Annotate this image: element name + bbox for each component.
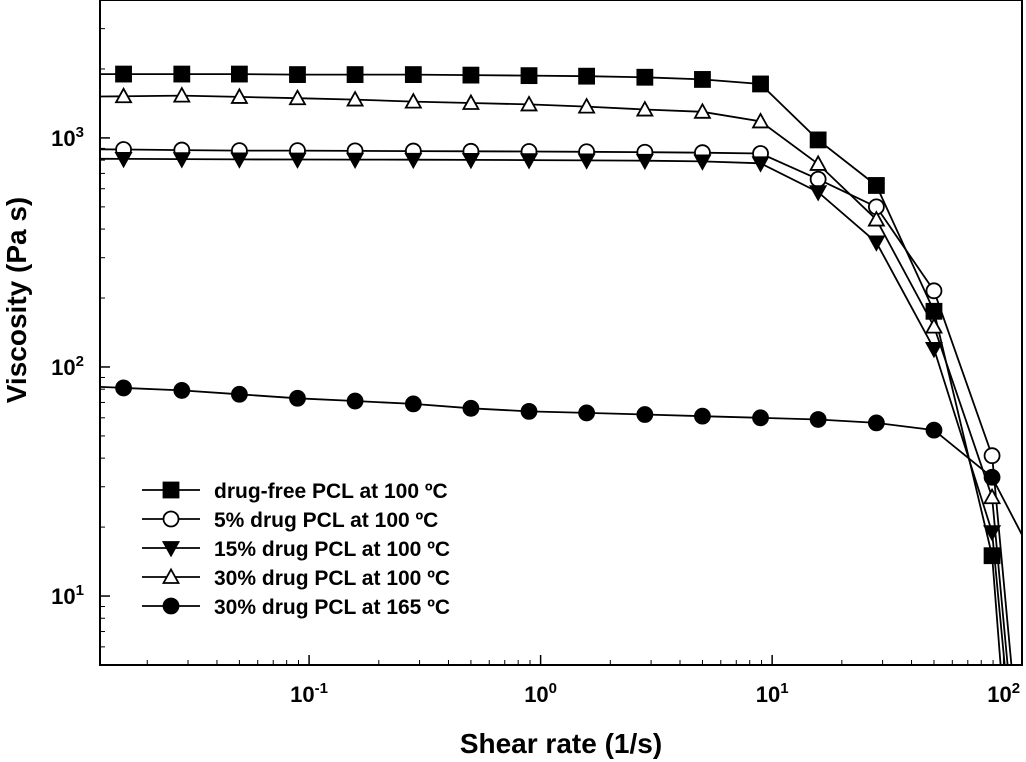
data-point xyxy=(636,68,654,86)
data-point xyxy=(230,65,248,83)
data-point xyxy=(694,71,711,88)
data-point xyxy=(115,379,132,397)
data-point xyxy=(289,66,306,83)
legend-marker xyxy=(161,567,181,584)
data-point xyxy=(983,447,1001,465)
data-point xyxy=(925,302,943,320)
data-point xyxy=(114,151,133,169)
y-tick-label: 102 xyxy=(51,353,84,380)
data-point xyxy=(578,67,596,85)
data-point xyxy=(694,407,711,425)
data-point xyxy=(462,399,480,417)
data-point xyxy=(404,395,422,413)
x-tick-label: 101 xyxy=(756,680,789,707)
data-point xyxy=(577,153,596,170)
data-point xyxy=(809,411,827,428)
data-point xyxy=(115,65,132,83)
data-point xyxy=(809,185,828,202)
data-point xyxy=(867,414,885,432)
data-point xyxy=(636,406,654,423)
data-point xyxy=(289,389,306,407)
data-point xyxy=(230,87,249,104)
data-point xyxy=(288,88,307,106)
y-tick-label: 103 xyxy=(51,124,84,151)
data-point xyxy=(925,282,943,300)
y-axis-label: Viscosity (Pa s) xyxy=(1,197,32,403)
data-point xyxy=(519,153,539,170)
data-point xyxy=(114,86,133,104)
data-point xyxy=(809,154,828,171)
data-point xyxy=(924,341,944,359)
data-point xyxy=(809,170,827,188)
data-point xyxy=(461,152,480,170)
data-point xyxy=(461,93,480,110)
data-point xyxy=(346,90,365,107)
legend-label: 30% drug PCL at 165 ºC xyxy=(214,596,450,619)
plot-frame xyxy=(99,0,1023,666)
axis-ticks: 10-1 100 101 102 101 102 103 xyxy=(51,0,1020,707)
data-point xyxy=(404,66,422,83)
series-markers xyxy=(114,65,1002,565)
data-point xyxy=(288,152,307,169)
data-point xyxy=(983,525,1002,542)
data-point xyxy=(752,409,769,427)
data-point xyxy=(578,404,596,422)
data-point xyxy=(346,392,364,410)
data-point xyxy=(462,66,480,84)
x-axis-label: Shear rate (1/s) xyxy=(460,728,662,759)
series-line xyxy=(100,386,1022,536)
data-point xyxy=(520,402,538,420)
legend-label: 15% drug PCL at 100 ºC xyxy=(214,538,450,561)
series-line xyxy=(100,148,1013,665)
legend-marker xyxy=(162,481,180,499)
legend-label: drug-free PCL at 100 ºC xyxy=(214,480,448,503)
data-point xyxy=(867,210,886,227)
data-point xyxy=(924,317,944,334)
legend-label: 30% drug PCL at 100 ºC xyxy=(214,567,450,590)
y-tick-label: 101 xyxy=(51,582,84,609)
data-point xyxy=(983,547,1001,565)
data-point xyxy=(693,154,712,171)
x-tick-label: 10-1 xyxy=(290,680,328,707)
data-point xyxy=(172,86,191,103)
data-point xyxy=(867,177,885,194)
data-point xyxy=(635,153,654,171)
data-point xyxy=(173,65,191,83)
data-point xyxy=(809,131,827,149)
legend-marker xyxy=(162,510,180,528)
data-point xyxy=(346,152,365,169)
data-point xyxy=(983,487,1002,505)
data-point xyxy=(519,95,539,112)
data-point xyxy=(404,152,423,170)
data-point xyxy=(983,468,1001,486)
x-tick-label: 102 xyxy=(987,680,1020,707)
data-point xyxy=(230,152,249,169)
data-point xyxy=(635,100,654,117)
legend: drug-free PCL at 100 ºC 5% drug PCL at 10… xyxy=(142,480,450,619)
data-point xyxy=(346,66,364,83)
data-point xyxy=(867,235,886,252)
data-point xyxy=(577,97,596,114)
legend-label: 5% drug PCL at 100 ºC xyxy=(214,509,438,532)
legend-marker xyxy=(161,541,181,558)
x-tick-label: 100 xyxy=(524,680,557,707)
data-point xyxy=(404,92,423,109)
data-point xyxy=(230,385,248,403)
data-point xyxy=(520,67,538,85)
data-point xyxy=(693,102,712,119)
data-point xyxy=(751,156,770,173)
data-point xyxy=(752,75,769,93)
data-point xyxy=(172,152,191,169)
legend-marker xyxy=(162,597,180,615)
data-point xyxy=(173,382,191,399)
data-point xyxy=(925,421,943,439)
data-point xyxy=(751,112,770,129)
